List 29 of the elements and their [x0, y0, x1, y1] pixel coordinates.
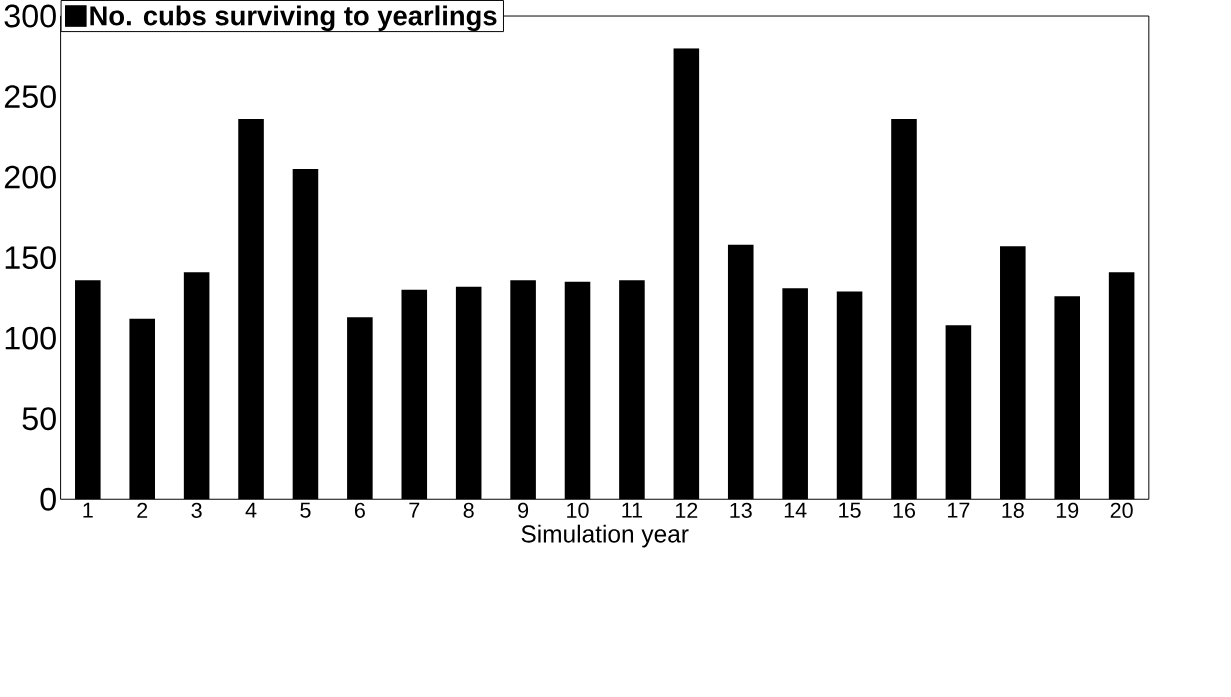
x-tick-label: 18: [1002, 502, 1024, 518]
x-tick-label: 9: [518, 502, 529, 518]
y-tick-label: 50: [22, 407, 56, 430]
x-tick-label: 7: [409, 502, 420, 518]
y-tick-label: 200: [4, 165, 56, 189]
x-tick-label: 14: [784, 502, 807, 518]
x-tick-label: 11: [622, 502, 643, 518]
x-tick-label: 5: [300, 502, 311, 518]
y-tick-label: 150: [5, 246, 56, 269]
x-tick-label: 2: [137, 502, 148, 518]
x-tick-label: 15: [839, 502, 861, 518]
x-tick-label: 12: [676, 502, 698, 518]
x-tick-label: 10: [567, 502, 589, 518]
x-tick-label: 1: [83, 502, 93, 518]
x-tick-label: 16: [893, 502, 916, 518]
x-tick-label: 8: [463, 502, 474, 518]
x-tick-label: 4: [245, 502, 257, 518]
x-tick-label: 6: [354, 502, 365, 518]
x-axis-title: Simulation year: [521, 524, 689, 548]
y-tick-label: 0: [40, 487, 56, 511]
x-tick-label: 17: [948, 502, 970, 518]
legend-label: No. cubs surviving to yearlings: [90, 5, 497, 31]
x-tick-label: 20: [1110, 502, 1133, 518]
y-tick-label: 250: [4, 84, 56, 108]
x-tick-label: 13: [730, 502, 752, 518]
y-tick-label: 300: [4, 4, 56, 28]
x-tick-label: 3: [191, 502, 202, 518]
y-tick-label: 100: [5, 326, 56, 350]
x-tick-label: 19: [1056, 502, 1079, 518]
